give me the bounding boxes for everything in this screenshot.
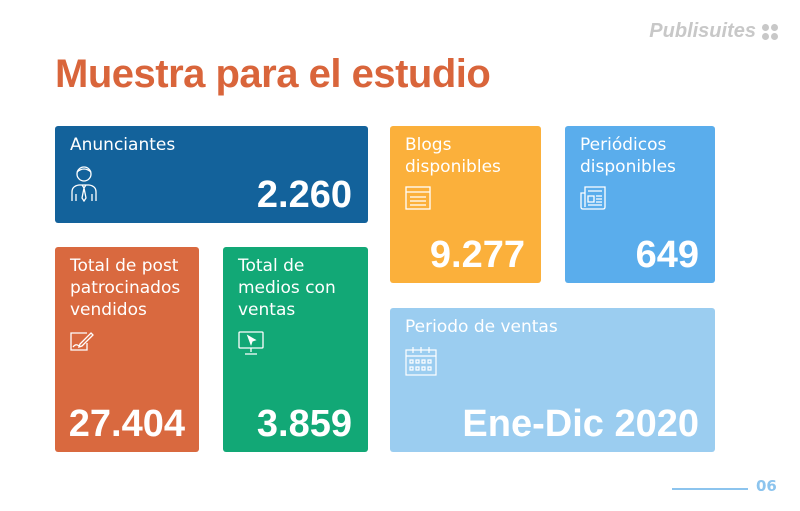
card-label: Periódicos disponibles: [580, 135, 676, 177]
pen-writing-icon: [70, 332, 94, 351]
calendar-icon: [405, 347, 437, 376]
card-label: Blogs disponibles: [405, 135, 501, 177]
publisuites-logo: Publisuites: [649, 20, 778, 43]
monitor-cursor-icon: [238, 331, 264, 355]
page-title: Muestra para el estudio: [55, 52, 491, 96]
page-number: 06: [756, 477, 777, 495]
card-label: Anunciantes: [70, 135, 176, 155]
card-periodicos: Periódicos disponibles 649: [565, 126, 715, 283]
logo-text: Publisuites: [649, 20, 756, 42]
card-anunciantes: Anunciantes 2.260: [55, 126, 368, 223]
card-label: Periodo de ventas: [405, 317, 558, 337]
card-value: Ene-Dic 2020: [462, 403, 699, 445]
card-posts: Total de post patrocinados vendidos 27.4…: [55, 247, 199, 452]
card-value: 27.404: [68, 403, 185, 445]
card-periodo: Periodo de ventas Ene-Dic 2020: [390, 308, 715, 452]
card-medios: Total de medios con ventas 3.859: [223, 247, 368, 452]
card-value: 9.277: [429, 234, 525, 276]
card-value: 2.260: [256, 174, 352, 216]
businessman-icon: [71, 166, 97, 202]
logo-dots-icon: [762, 23, 778, 40]
card-blogs: Blogs disponibles 9.277: [390, 126, 541, 283]
browser-window-icon: [405, 186, 431, 210]
footer-divider: [672, 488, 748, 490]
card-value: 3.859: [256, 403, 352, 445]
card-label: Total de post patrocinados vendidos: [70, 256, 181, 320]
card-label: Total de medios con ventas: [238, 256, 336, 320]
newspaper-icon: [580, 186, 606, 210]
card-value: 649: [635, 234, 699, 276]
